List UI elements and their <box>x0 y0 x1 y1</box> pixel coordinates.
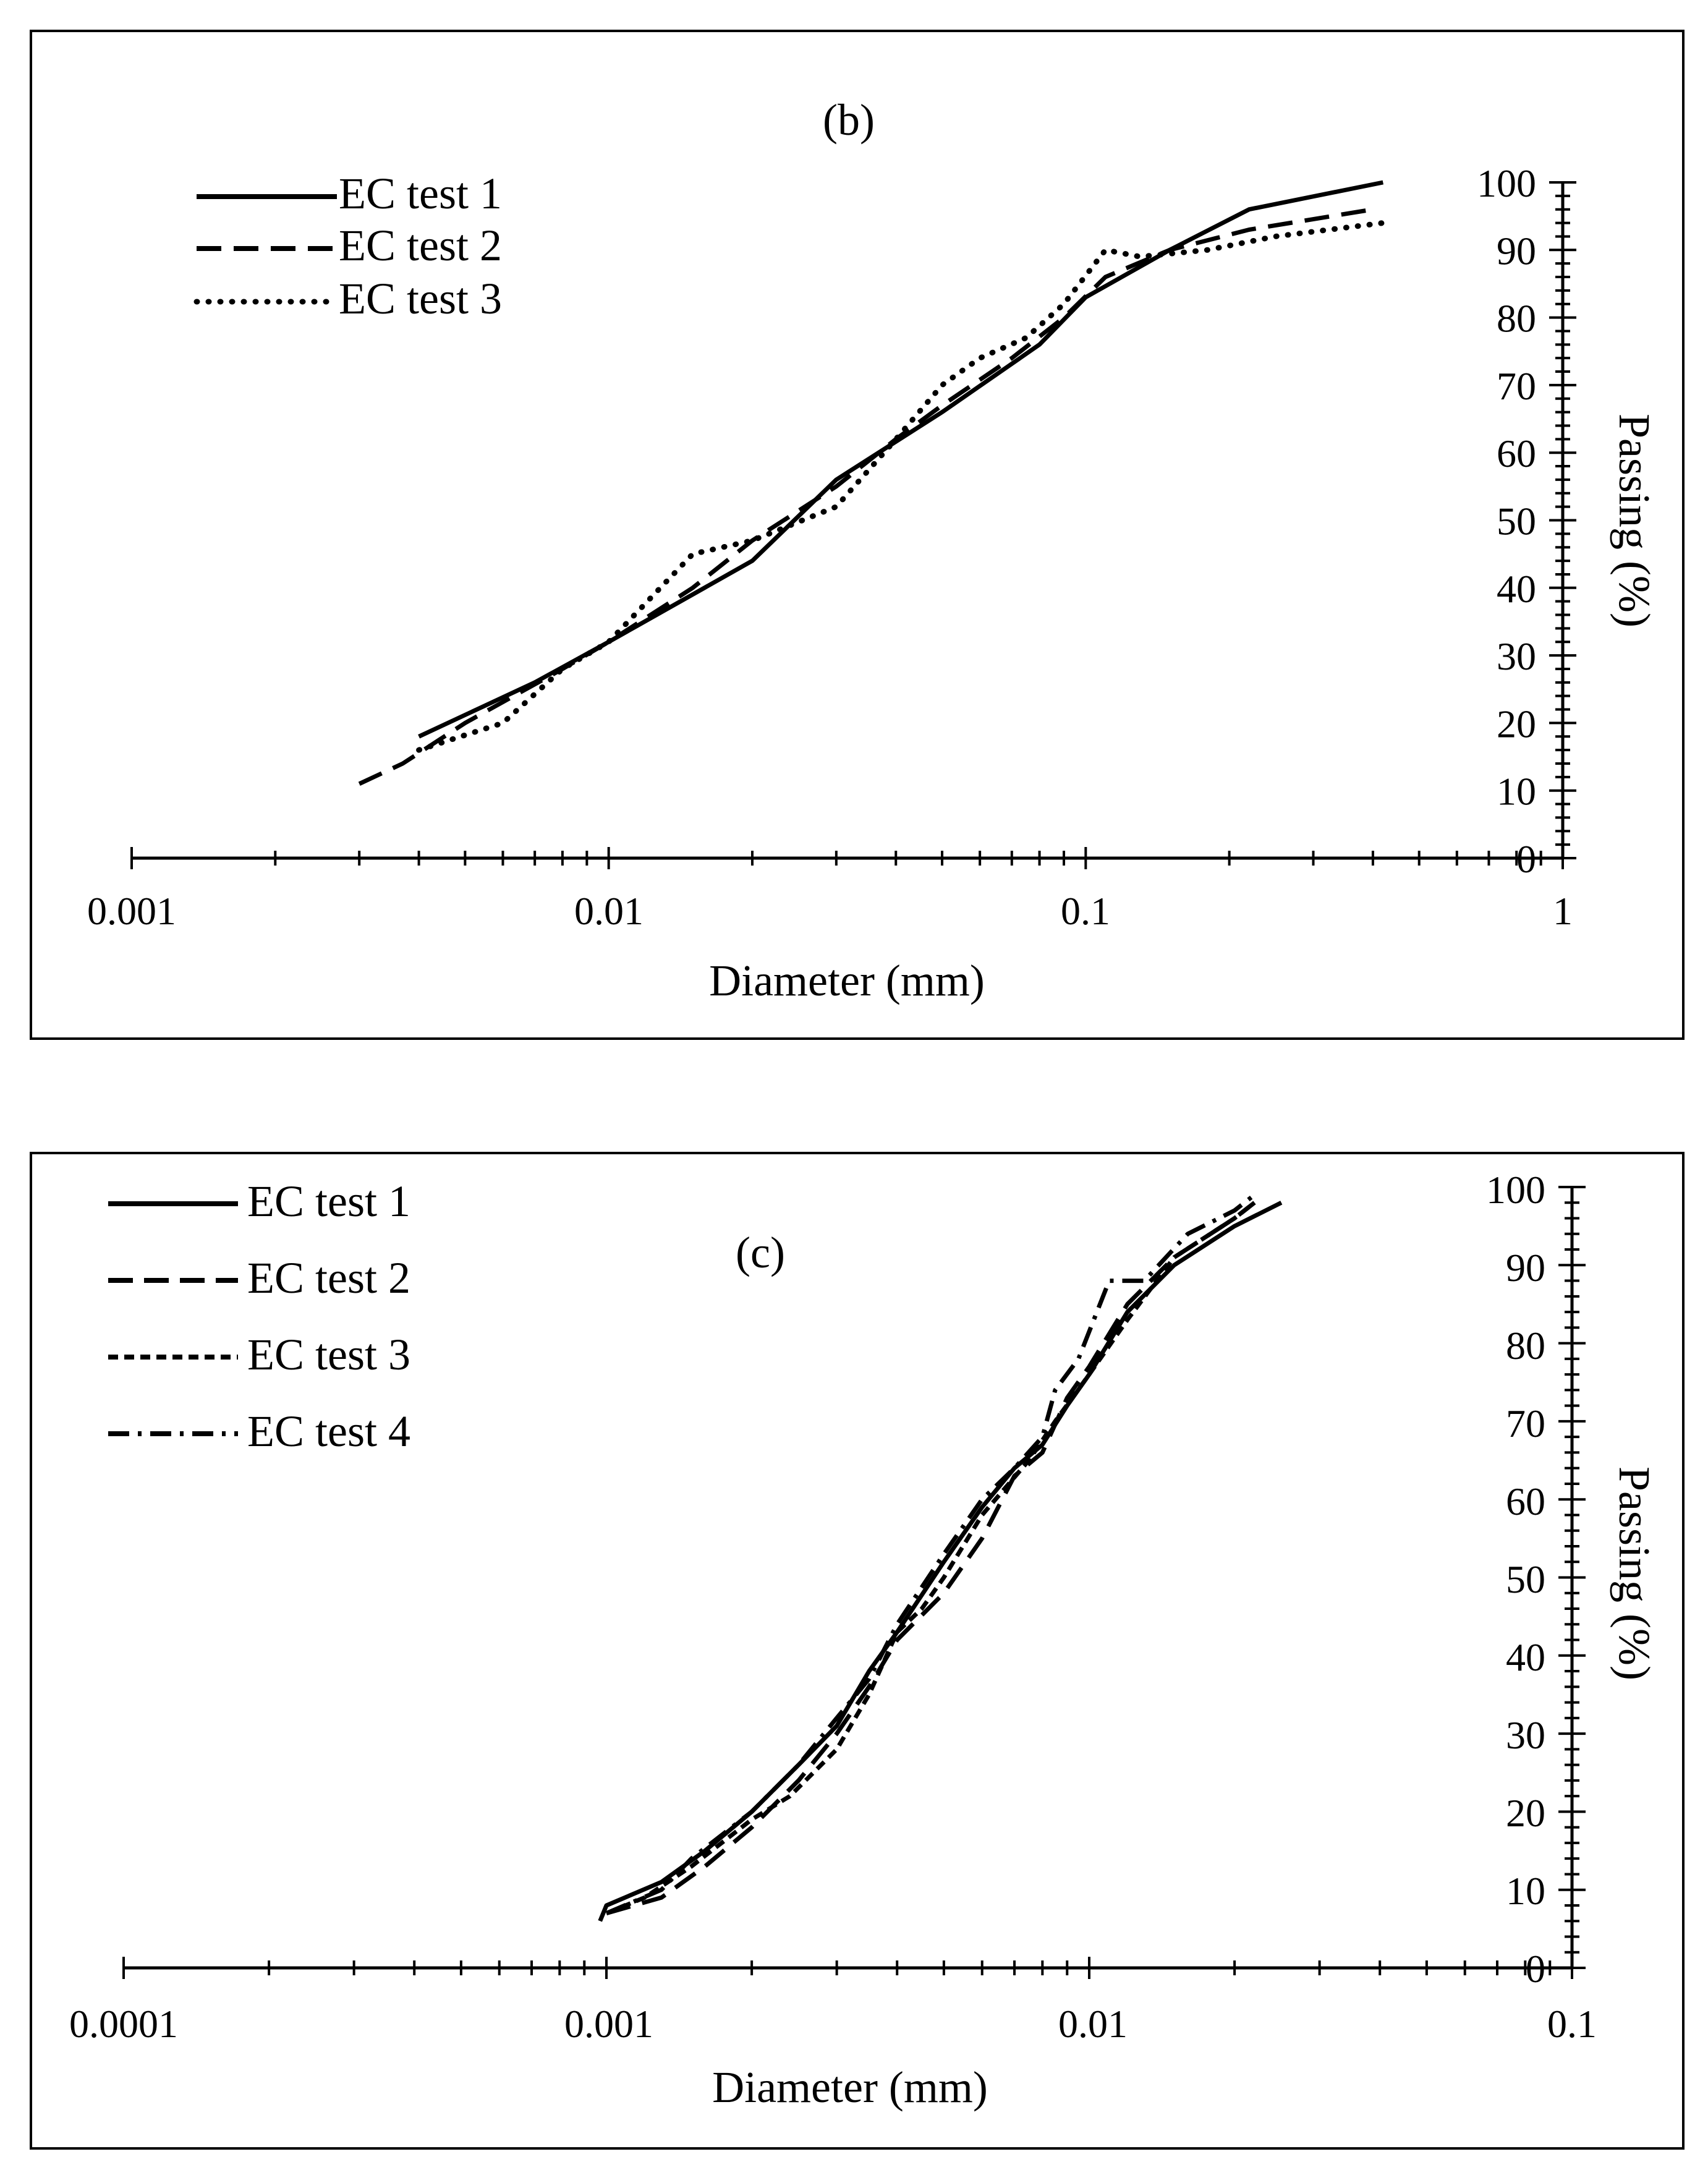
y-tick-label: 80 <box>1506 1324 1545 1368</box>
y-tick-label: 80 <box>1497 297 1536 341</box>
panel-c-frame <box>30 1152 1685 2150</box>
x-tick-label: 0.01 <box>1058 2002 1128 2046</box>
panel-b-x-axis-title: Diameter (mm) <box>709 956 985 1005</box>
series-line-ec-test-2 <box>358 207 1374 786</box>
y-tick-label: 50 <box>1506 1557 1545 1601</box>
legend-label-ec-test-2: EC test 2 <box>339 221 502 270</box>
x-tick-label: 0.1 <box>1061 889 1110 933</box>
series-line-ec-test-3 <box>416 220 1386 753</box>
panel-c-x-ticks <box>122 1957 1573 1979</box>
y-tick-label: 30 <box>1497 634 1536 678</box>
panel-c-x-axis: 0.0001 0.001 0.01 0.1 Diameter (mm) <box>69 1957 1597 2112</box>
y-tick-label: 100 <box>1486 1168 1545 1212</box>
panel-c-y-ticks <box>1558 1186 1586 1969</box>
y-tick-label: 60 <box>1506 1479 1545 1523</box>
panel-c-x-axis-title: Diameter (mm) <box>712 2062 988 2112</box>
panel-c-legend: EC test 1 EC test 2 EC test 3 EC test 4 <box>108 1177 410 1456</box>
panel-c: (c) 0.0001 0.001 0.01 0.1 Diameter (mm) … <box>30 1152 1685 2150</box>
panel-c-y-axis-title: Passing (%) <box>1610 1466 1659 1680</box>
y-tick-label: 0 <box>1526 1947 1545 1991</box>
x-tick-label: 0.001 <box>564 2002 653 2046</box>
y-tick-label: 20 <box>1506 1791 1545 1835</box>
panel-b-y-axis: 0 10 20 30 40 50 60 70 80 90 100 Passing… <box>1477 161 1659 881</box>
panel-b: (b) 0.001 0.01 0.1 1 Diameter (mm) 0 10 … <box>30 30 1685 1040</box>
panel-c-y-axis: 0 10 20 30 40 50 60 70 80 90 100 Passing… <box>1486 1168 1659 1991</box>
y-tick-label: 70 <box>1506 1402 1545 1445</box>
x-tick-label: 0.01 <box>574 889 644 933</box>
x-tick-label: 0.0001 <box>69 2002 178 2046</box>
y-tick-label: 60 <box>1497 432 1536 475</box>
series-line-ec-test-2 <box>606 1201 1256 1915</box>
panel-c-label: (c) <box>736 1228 785 1277</box>
y-tick-label: 10 <box>1506 1869 1545 1913</box>
legend-label-ec-test-1: EC test 1 <box>247 1177 410 1226</box>
y-tick-label: 0 <box>1516 837 1536 881</box>
legend-label-ec-test-1: EC test 1 <box>339 169 502 218</box>
y-tick-label: 30 <box>1506 1713 1545 1757</box>
y-tick-label: 40 <box>1506 1635 1545 1679</box>
panel-b-y-axis-title: Passing (%) <box>1610 414 1659 628</box>
x-tick-label: 0.1 <box>1547 2002 1597 2046</box>
y-tick-label: 50 <box>1497 500 1536 543</box>
legend-label-ec-test-3: EC test 3 <box>339 274 502 323</box>
panel-c-series <box>598 1193 1283 1922</box>
y-tick-label: 100 <box>1477 161 1536 205</box>
panel-b-legend: EC test 1 EC test 2 EC test 3 <box>193 169 502 323</box>
x-tick-label: 0.001 <box>87 889 176 933</box>
series-line-ec-test-3 <box>605 1201 1256 1915</box>
panel-b-y-tick-labels: 0 10 20 30 40 50 60 70 80 90 100 <box>1477 161 1536 881</box>
series-line-ec-test-1 <box>418 180 1383 739</box>
panel-b-frame <box>30 30 1685 1040</box>
y-tick-label: 40 <box>1497 567 1536 611</box>
y-tick-label: 70 <box>1497 364 1536 408</box>
y-tick-label: 20 <box>1497 702 1536 746</box>
y-tick-label: 10 <box>1497 770 1536 814</box>
series-line-ec-test-1 <box>598 1201 1283 1922</box>
panel-c-y-tick-labels: 0 10 20 30 40 50 60 70 80 90 100 <box>1486 1168 1545 1991</box>
panel-b-label: (b) <box>823 95 875 145</box>
panel-b-y-ticks <box>1549 181 1576 859</box>
panel-b-x-ticks <box>130 847 1564 869</box>
legend-label-ec-test-4: EC test 4 <box>247 1407 410 1456</box>
legend-label-ec-test-2: EC test 2 <box>247 1253 410 1303</box>
y-tick-label: 90 <box>1497 229 1536 273</box>
panel-b-x-axis: 0.001 0.01 0.1 1 Diameter (mm) <box>87 847 1573 1005</box>
y-tick-label: 90 <box>1506 1246 1545 1290</box>
legend-label-ec-test-3: EC test 3 <box>247 1330 410 1379</box>
x-tick-label: 1 <box>1553 889 1573 933</box>
panel-b-series <box>358 180 1386 786</box>
series-line-ec-test-4 <box>605 1193 1256 1915</box>
